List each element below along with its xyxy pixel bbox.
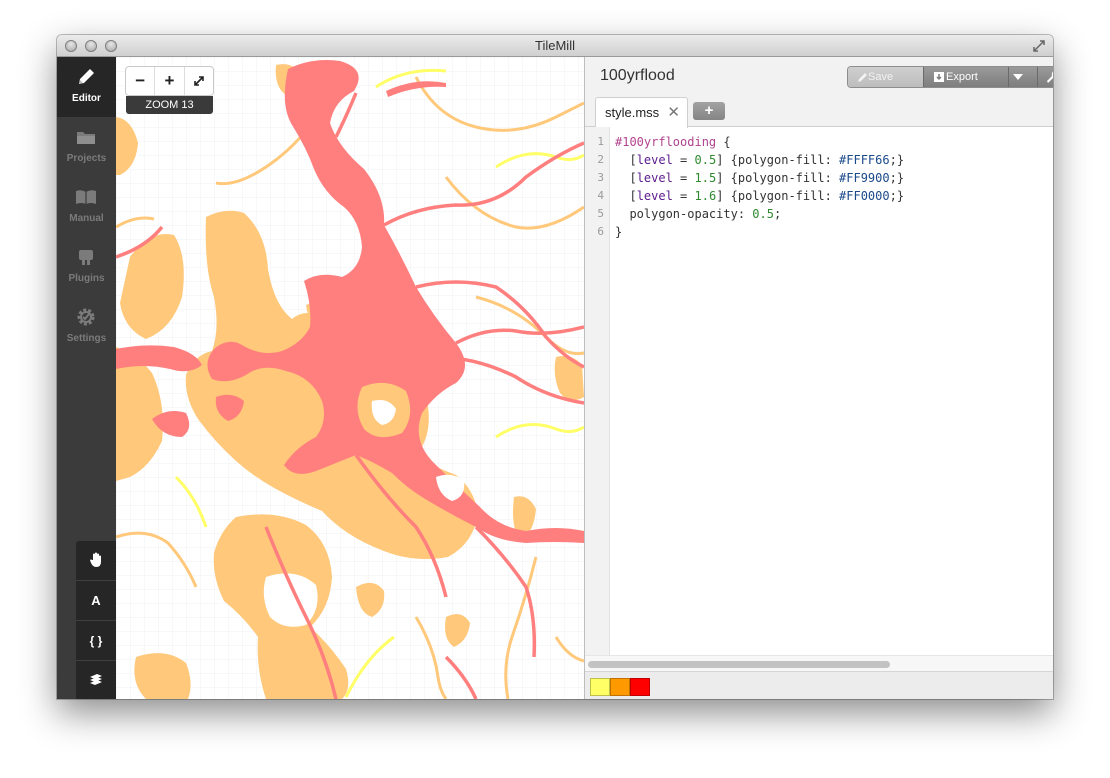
map-view[interactable]: − + ZOOM 13 bbox=[116, 57, 584, 699]
close-window-button[interactable] bbox=[65, 40, 77, 52]
line-number: 2 bbox=[597, 153, 604, 166]
save-label: Save bbox=[868, 71, 894, 83]
code-number: 0.5 bbox=[694, 153, 717, 167]
code-number: 1.5 bbox=[694, 171, 717, 185]
horizontal-scrollbar[interactable] bbox=[585, 655, 1053, 671]
code-property: polygon-fill bbox=[737, 189, 825, 203]
line-number: 3 bbox=[597, 171, 604, 184]
flood-channels-high bbox=[116, 92, 584, 699]
sidebar-item-editor[interactable]: Editor bbox=[57, 57, 116, 117]
editor-panel: 100yrflood Save Export bbox=[584, 57, 1053, 699]
sidebar-item-label: Manual bbox=[69, 213, 104, 224]
code-line: polygon-opacity: 0.5; bbox=[629, 207, 782, 221]
line-number: 1 bbox=[597, 135, 604, 148]
code-property: polygon-opacity bbox=[629, 207, 738, 221]
color-swatch-red[interactable] bbox=[630, 678, 650, 696]
scrollbar-thumb[interactable] bbox=[588, 661, 890, 668]
code-number: 1.6 bbox=[694, 189, 717, 203]
save-button[interactable]: Save bbox=[848, 67, 924, 87]
font-tool-button[interactable]: A bbox=[76, 581, 116, 621]
code-color: #FFFF66 bbox=[839, 153, 890, 167]
code-line: #100yrflooding { bbox=[615, 133, 904, 151]
pencil-icon bbox=[858, 73, 867, 82]
braces-icon: { } bbox=[89, 634, 103, 648]
code-keyword: level bbox=[636, 189, 673, 203]
folder-icon bbox=[77, 132, 95, 144]
code-number: 0.5 bbox=[752, 207, 774, 221]
plug-icon bbox=[79, 250, 93, 265]
flood-zone-high bbox=[116, 60, 584, 543]
code-selector: #100yrflooding bbox=[615, 135, 717, 149]
code-color: #FF0000 bbox=[839, 189, 890, 203]
close-icon[interactable]: ✕ bbox=[667, 104, 680, 121]
sidebar: Editor Projects Manual Plugins bbox=[57, 57, 116, 699]
fullscreen-icon[interactable] bbox=[1031, 38, 1047, 54]
line-number: 6 bbox=[597, 225, 604, 238]
color-swatch-orange[interactable] bbox=[610, 678, 630, 696]
code-line: [level = 1.6] {polygon-fill: #FF0000;} bbox=[615, 189, 905, 203]
code-line: } bbox=[615, 223, 904, 241]
color-swatch-yellow[interactable] bbox=[590, 678, 610, 696]
line-number: 4 bbox=[597, 189, 604, 202]
code-line: [level = 1.5] {polygon-fill: #FF9900;} bbox=[615, 171, 905, 185]
color-palette bbox=[585, 671, 1053, 699]
app-window: TileMill Editor Projects Manual bbox=[57, 35, 1053, 699]
minimize-window-button[interactable] bbox=[85, 40, 97, 52]
line-number: 5 bbox=[597, 207, 604, 220]
sidebar-item-label: Plugins bbox=[68, 273, 105, 284]
zoom-window-button[interactable] bbox=[105, 40, 117, 52]
export-label: Export bbox=[946, 71, 978, 83]
code-open-brace: { bbox=[716, 135, 731, 149]
export-icon bbox=[934, 72, 944, 82]
project-settings-button[interactable] bbox=[1038, 67, 1053, 87]
book-icon bbox=[76, 190, 96, 204]
editor-header: 100yrflood Save Export bbox=[585, 57, 1053, 128]
code-line: [level = 0.5] {polygon-fill: #FFFF66;} bbox=[615, 153, 905, 167]
chevron-down-icon bbox=[1013, 74, 1023, 80]
wrench-icon bbox=[1047, 71, 1053, 83]
project-title: 100yrflood bbox=[600, 67, 675, 84]
gear-icon bbox=[77, 308, 95, 326]
fullscreen-map-button[interactable] bbox=[185, 67, 213, 95]
zoom-buttons: − + bbox=[126, 67, 213, 95]
sidebar-item-settings[interactable]: Settings bbox=[57, 297, 116, 357]
sidebar-item-label: Editor bbox=[72, 93, 101, 104]
code-color: #FF9900 bbox=[839, 171, 890, 185]
project-actions: Save Export bbox=[848, 67, 1053, 87]
pan-tool-button[interactable] bbox=[76, 541, 116, 581]
code-editor[interactable]: #100yrflooding { [level = 0.5] {polygon-… bbox=[615, 133, 904, 241]
code-keyword: level bbox=[636, 153, 673, 167]
title-bar: TileMill bbox=[57, 35, 1053, 57]
expand-icon bbox=[194, 76, 204, 86]
layers-tool-button[interactable] bbox=[76, 661, 116, 699]
flood-map[interactable] bbox=[116, 57, 584, 699]
sidebar-item-label: Settings bbox=[66, 333, 107, 344]
export-button[interactable]: Export bbox=[924, 67, 1009, 87]
sidebar-item-plugins[interactable]: Plugins bbox=[57, 237, 116, 297]
zoom-in-button[interactable]: + bbox=[155, 67, 185, 95]
code-property: polygon-fill bbox=[737, 171, 825, 185]
line-number-gutter: 1 2 3 4 5 6 bbox=[585, 127, 610, 655]
code-close-brace: } bbox=[615, 225, 623, 239]
tab-label: style.mss bbox=[605, 105, 660, 120]
pencil-icon bbox=[79, 69, 94, 84]
map-tools: A { } bbox=[76, 541, 116, 699]
code-keyword: level bbox=[636, 171, 673, 185]
sidebar-item-label: Projects bbox=[66, 153, 107, 164]
tab-style-mss[interactable]: style.mss ✕ bbox=[595, 97, 688, 128]
code-property: polygon-fill bbox=[737, 153, 825, 167]
font-icon: A bbox=[91, 593, 101, 608]
sidebar-item-projects[interactable]: Projects bbox=[57, 117, 116, 177]
zoom-control: − + ZOOM 13 bbox=[126, 67, 213, 114]
layers-icon bbox=[90, 674, 102, 685]
sidebar-item-manual[interactable]: Manual bbox=[57, 177, 116, 237]
zoom-level-label: ZOOM 13 bbox=[126, 96, 213, 114]
add-stylesheet-button[interactable]: + bbox=[693, 102, 725, 120]
carto-reference-button[interactable]: { } bbox=[76, 621, 116, 661]
export-dropdown-button[interactable] bbox=[1009, 67, 1038, 87]
hand-icon bbox=[90, 552, 101, 567]
zoom-out-button[interactable]: − bbox=[126, 67, 156, 95]
window-title: TileMill bbox=[535, 38, 575, 53]
